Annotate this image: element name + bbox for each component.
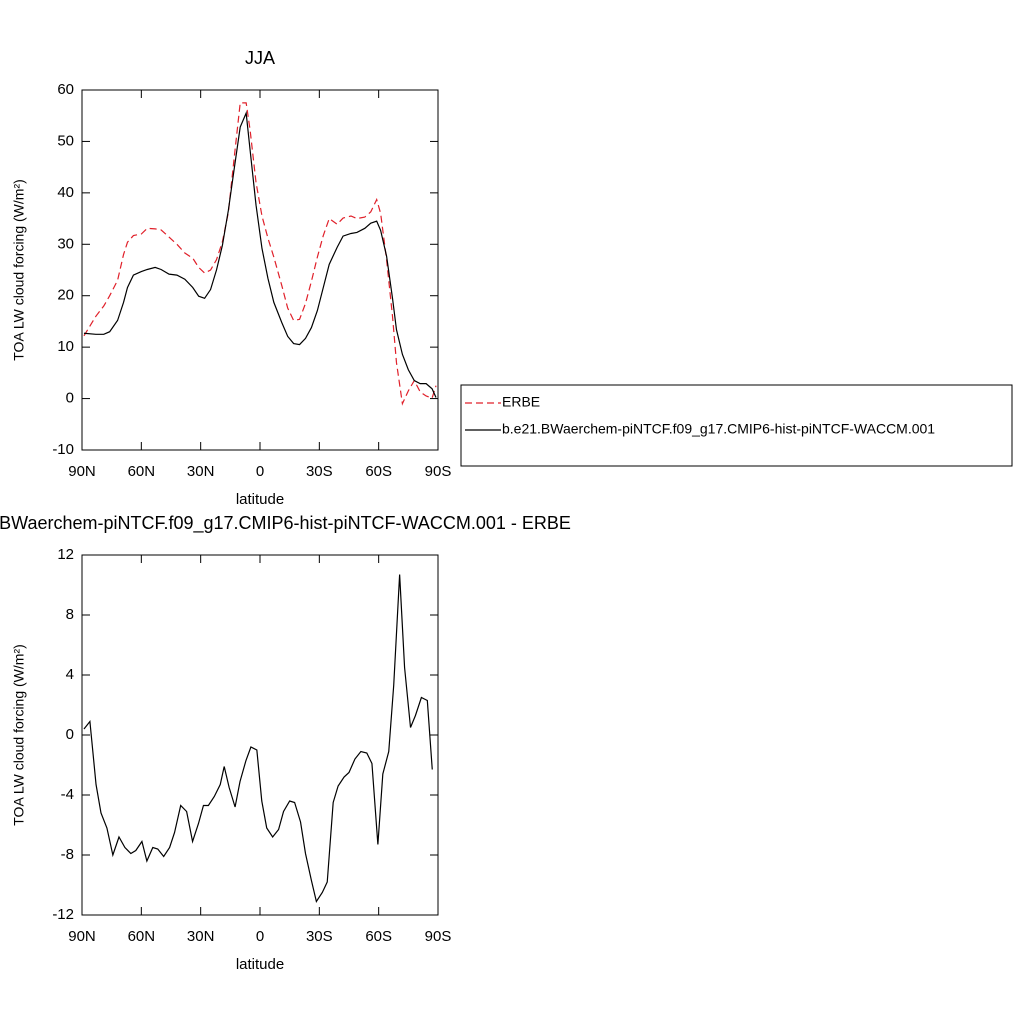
y-tick-label: 4: [66, 666, 74, 683]
x-axis-label: latitude: [236, 956, 284, 973]
chart-title: JJA: [245, 48, 275, 68]
x-tick-label: 90S: [425, 928, 452, 945]
x-tick-label: 0: [256, 463, 264, 480]
y-tick-label: 0: [66, 390, 74, 407]
y-tick-label: 60: [57, 81, 74, 98]
y-tick-label: -8: [61, 846, 74, 863]
x-tick-label: 0: [256, 928, 264, 945]
x-tick-label: 60S: [365, 463, 392, 480]
y-tick-label: 50: [57, 132, 74, 149]
legend-box: [460, 384, 1013, 467]
x-tick-label: 30N: [187, 928, 215, 945]
legend-label: ERBE: [502, 394, 540, 410]
x-tick-label: 30N: [187, 463, 215, 480]
data-line: [83, 102, 437, 406]
y-tick-label: 12: [57, 546, 74, 563]
y-axis-label: TOA LW cloud forcing (W/m²): [11, 644, 27, 826]
x-tick-label: 90N: [68, 928, 96, 945]
x-tick-label: 60N: [128, 463, 156, 480]
x-tick-label: 30S: [306, 463, 333, 480]
y-tick-label: 30: [57, 235, 74, 252]
x-tick-label: 60S: [365, 928, 392, 945]
data-line: [83, 574, 433, 903]
legend-label: b.e21.BWaerchem-piNTCF.f09_g17.CMIP6-his…: [502, 421, 935, 437]
x-tick-label: 90S: [425, 463, 452, 480]
y-tick-label: 8: [66, 606, 74, 623]
y-tick-label: -10: [52, 441, 74, 458]
data-line: [83, 110, 437, 398]
plot-frame: [81, 554, 439, 916]
chart-title: b.e21.BWaerchem-piNTCF.f09_g17.CMIP6-his…: [0, 513, 571, 534]
x-tick-label: 60N: [128, 928, 156, 945]
y-tick-label: 20: [57, 287, 74, 304]
y-tick-label: -12: [52, 906, 74, 923]
x-axis-label: latitude: [236, 491, 284, 508]
y-tick-label: -4: [61, 786, 74, 803]
y-axis-label: TOA LW cloud forcing (W/m²): [11, 179, 27, 361]
y-tick-label: 40: [57, 184, 74, 201]
y-tick-label: 0: [66, 726, 74, 743]
y-tick-label: 10: [57, 338, 74, 355]
plot-frame: [81, 89, 439, 451]
x-tick-label: 30S: [306, 928, 333, 945]
x-tick-label: 90N: [68, 463, 96, 480]
